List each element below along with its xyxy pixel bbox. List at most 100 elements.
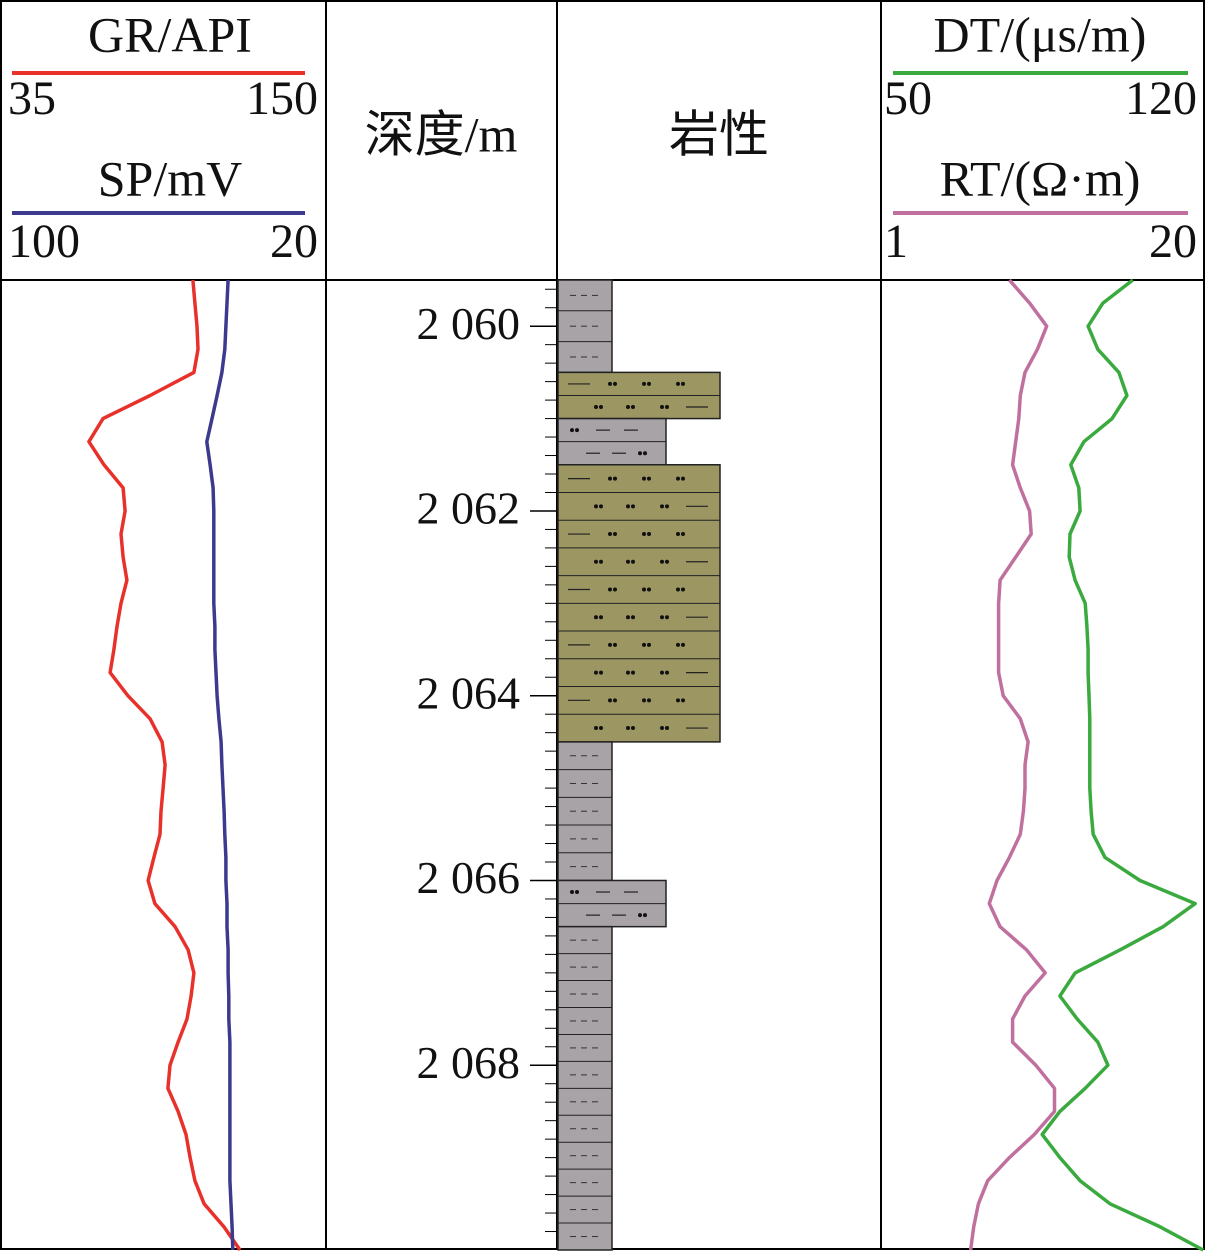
- pattern: [681, 642, 685, 647]
- pattern: [665, 559, 669, 564]
- pattern: [594, 559, 598, 564]
- pattern: [642, 587, 646, 592]
- pattern: [594, 670, 598, 675]
- pattern: [681, 698, 685, 703]
- curve-name: GR/API: [88, 6, 252, 62]
- pattern: [631, 504, 635, 509]
- pattern: [638, 913, 642, 918]
- pattern: [676, 476, 680, 481]
- pattern: [613, 642, 617, 647]
- pattern: [613, 698, 617, 703]
- pattern: [643, 451, 647, 456]
- pattern: [599, 670, 603, 675]
- pattern: [647, 476, 651, 481]
- pattern: [613, 476, 617, 481]
- pattern: [676, 698, 680, 703]
- depth-tick-label: 2 068: [417, 1037, 521, 1088]
- pattern: [613, 587, 617, 592]
- scale-label: 100: [8, 215, 80, 268]
- depth-tick-label: 2 064: [417, 667, 521, 718]
- lithology-label: 岩性: [669, 106, 769, 162]
- pattern: [676, 381, 680, 386]
- depth-tick-label: 2 062: [417, 483, 521, 534]
- pattern: [631, 405, 635, 410]
- pattern: [608, 381, 612, 386]
- pattern: [575, 428, 579, 433]
- pattern: [626, 726, 630, 731]
- pattern: [594, 615, 598, 620]
- pattern: [608, 698, 612, 703]
- pattern: [626, 405, 630, 410]
- pattern: [660, 559, 664, 564]
- pattern: [643, 913, 647, 918]
- curve-name: RT/(Ω·m): [940, 150, 1141, 206]
- pattern: [681, 532, 685, 537]
- pattern: [647, 381, 651, 386]
- pattern: [647, 642, 651, 647]
- pattern: [642, 642, 646, 647]
- pattern: [642, 532, 646, 537]
- pattern: [647, 587, 651, 592]
- pattern: [681, 587, 685, 592]
- pattern: [665, 405, 669, 410]
- log-curve: [87, 279, 242, 1251]
- pattern: [647, 532, 651, 537]
- pattern: [570, 428, 574, 433]
- pattern: [594, 504, 598, 509]
- pattern: [665, 726, 669, 731]
- log-curve: [968, 278, 1057, 1251]
- scale-label: 120: [1125, 72, 1197, 125]
- depth-tick-label: 2 060: [417, 298, 521, 349]
- pattern: [608, 476, 612, 481]
- pattern: [608, 532, 612, 537]
- curve-name: DT/(μs/m): [934, 6, 1147, 62]
- pattern: [570, 890, 574, 895]
- pattern: [631, 670, 635, 675]
- pattern: [599, 615, 603, 620]
- scale-label: 35: [8, 72, 56, 125]
- scale-label: 20: [270, 215, 318, 268]
- pattern: [626, 559, 630, 564]
- pattern: [681, 381, 685, 386]
- pattern: [660, 405, 664, 410]
- scale-label: 150: [246, 72, 318, 125]
- pattern: [631, 559, 635, 564]
- pattern: [647, 698, 651, 703]
- pattern: [676, 642, 680, 647]
- depth-tick-label: 2 066: [417, 852, 521, 903]
- pattern: [594, 726, 598, 731]
- log-curve: [205, 279, 235, 1251]
- pattern: [599, 559, 603, 564]
- pattern: [676, 532, 680, 537]
- pattern: [676, 587, 680, 592]
- pattern: [665, 670, 669, 675]
- pattern: [626, 504, 630, 509]
- pattern: [642, 698, 646, 703]
- pattern: [599, 726, 603, 731]
- pattern: [642, 381, 646, 386]
- pattern: [613, 381, 617, 386]
- pattern: [594, 405, 598, 410]
- curve-name: SP/mV: [98, 150, 243, 206]
- pattern: [665, 504, 669, 509]
- pattern: [631, 615, 635, 620]
- pattern: [608, 642, 612, 647]
- pattern: [626, 615, 630, 620]
- scale-label: 20: [1149, 215, 1197, 268]
- pattern: [660, 726, 664, 731]
- scale-label: 1: [884, 215, 908, 268]
- pattern: [608, 587, 612, 592]
- pattern: [638, 451, 642, 456]
- log-curve: [1040, 278, 1205, 1252]
- pattern: [642, 476, 646, 481]
- pattern: [599, 504, 603, 509]
- pattern: [681, 476, 685, 481]
- pattern: [660, 504, 664, 509]
- pattern: [575, 890, 579, 895]
- pattern: [599, 405, 603, 410]
- pattern: [660, 670, 664, 675]
- depth-label: 深度/m: [365, 106, 518, 162]
- pattern: [613, 532, 617, 537]
